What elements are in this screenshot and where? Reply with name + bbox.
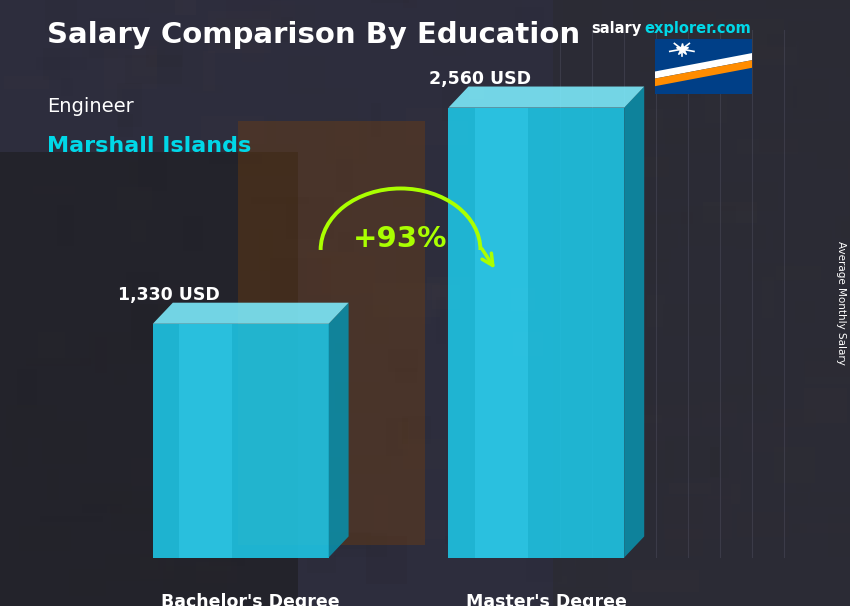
Polygon shape [624, 87, 644, 558]
Polygon shape [654, 60, 752, 86]
Polygon shape [329, 303, 348, 558]
Text: Average Monthly Salary: Average Monthly Salary [836, 241, 846, 365]
Text: Engineer: Engineer [47, 97, 133, 116]
Text: 1,330 USD: 1,330 USD [118, 287, 219, 304]
Text: Bachelor's Degree: Bachelor's Degree [162, 593, 340, 606]
Text: explorer.com: explorer.com [644, 21, 751, 36]
Text: Marshall Islands: Marshall Islands [47, 136, 251, 156]
Polygon shape [153, 324, 329, 558]
Text: Salary Comparison By Education: Salary Comparison By Education [47, 21, 580, 49]
Text: +93%: +93% [354, 225, 448, 253]
Polygon shape [153, 303, 348, 324]
Polygon shape [449, 108, 624, 558]
Polygon shape [449, 87, 644, 108]
Polygon shape [179, 324, 232, 558]
Text: salary: salary [591, 21, 641, 36]
Text: Master's Degree: Master's Degree [466, 593, 626, 606]
Polygon shape [475, 108, 528, 558]
Polygon shape [654, 53, 752, 79]
Text: 2,560 USD: 2,560 USD [429, 70, 531, 88]
